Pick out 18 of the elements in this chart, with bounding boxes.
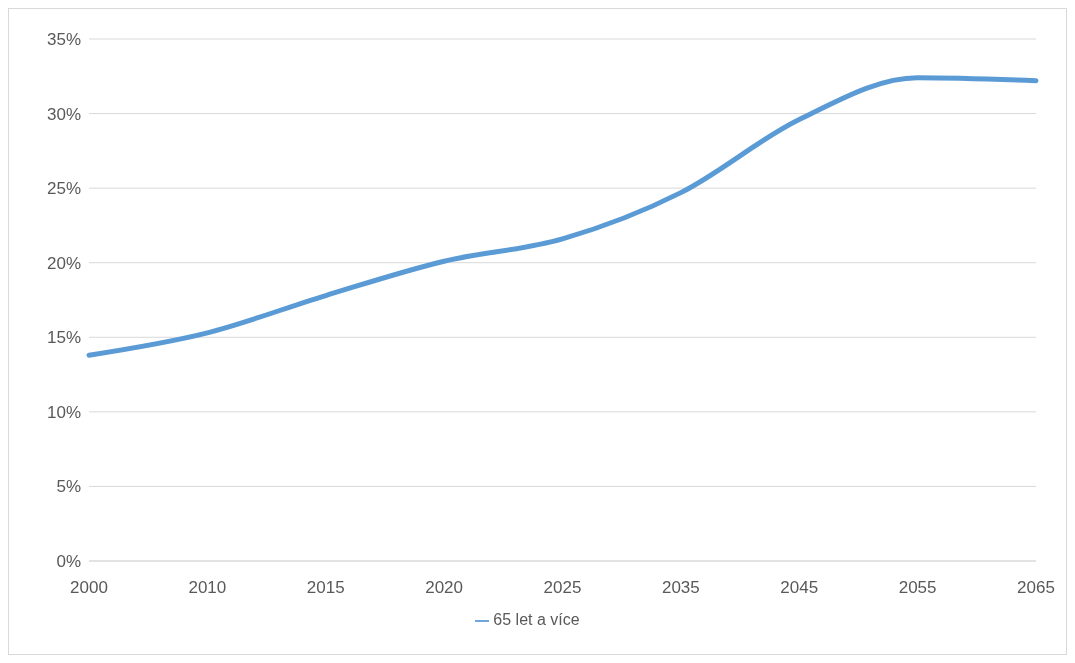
y-tick-label: 15% [46, 328, 81, 348]
y-tick-label: 10% [46, 402, 81, 422]
y-tick-label: 5% [56, 477, 81, 497]
x-tick-label: 2020 [425, 578, 464, 598]
x-tick-label: 2055 [898, 578, 937, 598]
x-tick-label: 2010 [188, 578, 227, 598]
y-tick-label: 20% [46, 253, 81, 273]
x-tick-label: 2045 [780, 578, 819, 598]
x-tick-label: 2015 [306, 578, 345, 598]
x-tick-label: 2065 [1017, 578, 1055, 598]
x-tick-label: 2035 [661, 578, 700, 598]
y-tick-label: 0% [56, 552, 81, 572]
y-tick-label: 25% [46, 179, 81, 199]
x-tick-label: 2000 [70, 578, 108, 598]
y-tick-label: 30% [46, 104, 81, 124]
legend-label: 65 let a více [493, 611, 580, 628]
x-tick-label: 2025 [543, 578, 582, 598]
y-tick-label: 35% [46, 30, 81, 50]
